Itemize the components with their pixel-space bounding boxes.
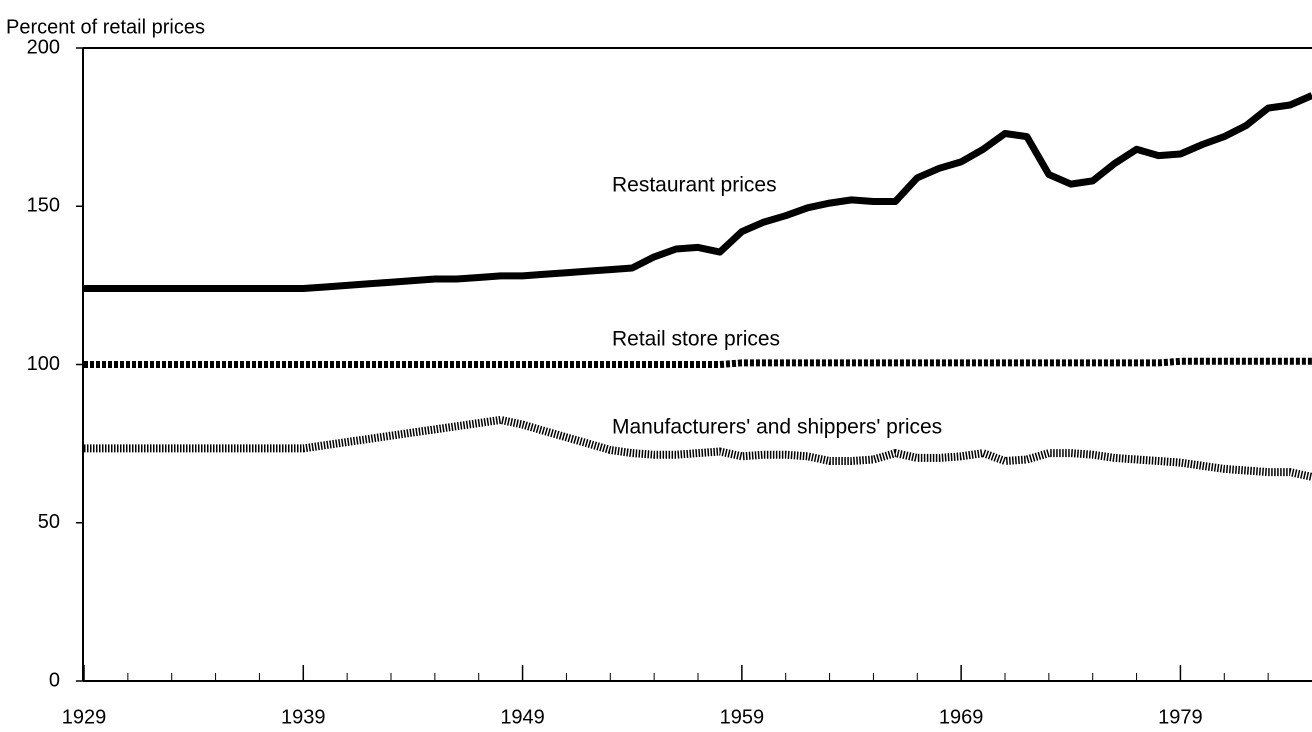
x-tick-label: 1959 bbox=[720, 706, 765, 728]
line-series bbox=[84, 92, 1312, 292]
line-series bbox=[84, 415, 1312, 481]
y-tick-label: 150 bbox=[27, 195, 60, 217]
series-label: Manufacturers' and shippers' prices bbox=[612, 416, 942, 439]
series-label: Retail store prices bbox=[612, 328, 780, 351]
y-tick-label: 200 bbox=[27, 36, 60, 58]
x-tick-label: 1939 bbox=[281, 706, 326, 728]
x-tick-label: 1969 bbox=[939, 706, 984, 728]
line-series bbox=[84, 357, 1312, 368]
y-axis-label: Percent of retail prices bbox=[6, 16, 205, 38]
y-tick-label: 100 bbox=[27, 353, 60, 375]
y-tick-label: 50 bbox=[38, 511, 60, 533]
x-tick-label: 1949 bbox=[500, 706, 545, 728]
x-tick-label: 1929 bbox=[62, 706, 107, 728]
series-label: Restaurant prices bbox=[612, 174, 777, 197]
y-tick-label: 0 bbox=[49, 669, 60, 691]
x-tick-label: 1979 bbox=[1158, 706, 1203, 728]
